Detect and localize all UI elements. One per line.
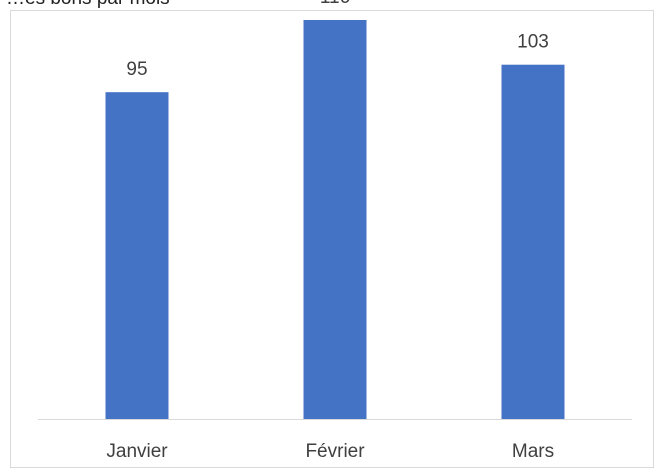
chart-title: …es bons par mois: [6, 0, 170, 10]
data-labels-group: 95 116 103: [126, 0, 548, 80]
data-label-janvier: 95: [126, 59, 147, 80]
x-tick-label-janvier: Janvier: [106, 441, 168, 462]
bar-janvier: [105, 92, 169, 419]
bar-février: [303, 20, 367, 419]
x-tick-labels-group: Janvier Février Mars: [106, 441, 554, 462]
bar-mars: [501, 64, 565, 419]
x-tick-label-février: Février: [305, 441, 365, 462]
data-label-mars: 103: [517, 32, 549, 53]
bars-group: [105, 20, 565, 419]
x-tick-label-mars: Mars: [512, 441, 554, 462]
data-label-février: 116: [320, 0, 350, 8]
